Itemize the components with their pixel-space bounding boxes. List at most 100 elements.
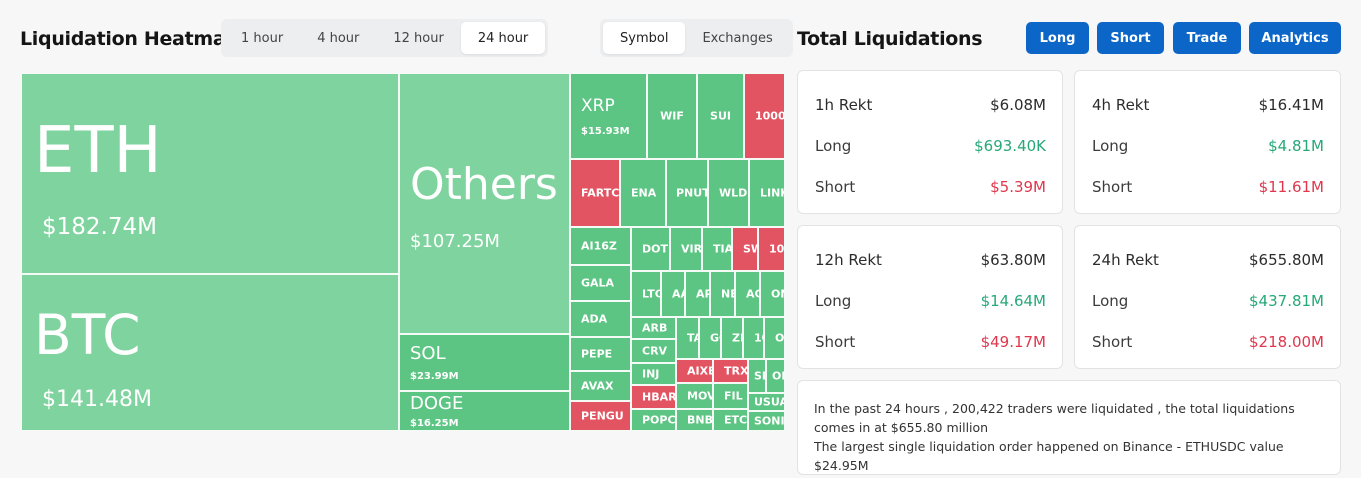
tab-4-hour[interactable]: 4 hour: [317, 30, 360, 46]
heatmap-cell-symbol: AA: [672, 287, 684, 301]
heatmap-cell[interactable]: SW: [732, 227, 758, 271]
heatmap-cell-symbol: ETC: [724, 413, 748, 427]
heatmap-cell[interactable]: SOL $23.99M: [399, 334, 570, 391]
rekt-long-value: $4.81M: [1268, 137, 1324, 155]
tab-1-hour[interactable]: 1 hour: [241, 30, 284, 46]
heatmap-cell-symbol: ON: [771, 287, 784, 301]
heatmap-cell[interactable]: WLD: [708, 159, 749, 227]
heatmap-cell[interactable]: OI: [766, 359, 785, 393]
heatmap-cell[interactable]: LTC: [631, 271, 661, 317]
heatmap-cell[interactable]: FIL: [713, 383, 748, 409]
heatmap-cell[interactable]: AIXB: [676, 359, 713, 383]
heatmap-cell[interactable]: Others $107.25M: [399, 73, 570, 334]
heatmap-cell[interactable]: GALA: [570, 265, 631, 301]
heatmap-cell-symbol: SI: [754, 369, 766, 383]
heatmap-cell[interactable]: OI: [764, 317, 785, 359]
heatmap-title: Liquidation Heatmap: [20, 28, 239, 50]
rekt-card-12h: 12h Rekt $63.80M Long $14.64M Short $49.17M: [797, 225, 1063, 369]
heatmap-cell[interactable]: ETC: [713, 409, 748, 431]
heatmap-cell[interactable]: MOV: [676, 383, 713, 409]
trade-button[interactable]: Trade: [1173, 22, 1241, 54]
heatmap-cell[interactable]: AVAX: [570, 371, 631, 401]
heatmap-cell-symbol: ETH: [34, 114, 162, 188]
rekt-card-label: 12h Rekt: [815, 251, 882, 269]
heatmap-cell[interactable]: NE: [710, 271, 735, 317]
analytics-button[interactable]: Analytics: [1249, 22, 1341, 54]
heatmap-cell[interactable]: SUI: [697, 73, 744, 159]
heatmap-cell[interactable]: ARB: [631, 317, 676, 339]
heatmap-cell[interactable]: HBAR: [631, 385, 676, 409]
heatmap-cell[interactable]: CRV: [631, 339, 676, 363]
heatmap-cell[interactable]: ZE: [721, 317, 743, 359]
heatmap-cell[interactable]: POPCA: [631, 409, 676, 431]
heatmap-cell[interactable]: USUA: [748, 393, 785, 411]
heatmap-cell[interactable]: BTC $141.48M: [21, 274, 399, 431]
tab-exchanges[interactable]: Exchanges: [702, 30, 773, 46]
heatmap-cell[interactable]: 10: [743, 317, 764, 359]
heatmap-cell[interactable]: TIA: [702, 227, 732, 271]
heatmap-cell[interactable]: SONI: [748, 411, 785, 431]
heatmap-cell[interactable]: SI: [748, 359, 766, 393]
heatmap-cell-symbol: FARTCO: [581, 186, 620, 200]
heatmap-cell[interactable]: PEPE: [570, 337, 631, 371]
heatmap-cell-symbol: Others: [410, 159, 558, 210]
heatmap-cell-symbol: PEPE: [581, 347, 613, 361]
heatmap-cell[interactable]: 10: [758, 227, 785, 271]
heatmap-cell[interactable]: AC: [735, 271, 760, 317]
heatmap-cell[interactable]: AI16Z: [570, 227, 631, 265]
heatmap-cell-symbol: WIF: [660, 109, 684, 123]
heatmap-cell[interactable]: WIF: [647, 73, 697, 159]
heatmap-cell-symbol: MOV: [687, 389, 713, 403]
heatmap-cell-symbol: ZE: [732, 331, 742, 345]
heatmap-cell[interactable]: PNUT: [666, 159, 708, 227]
heatmap-cell-symbol: ADA: [581, 312, 608, 326]
heatmap-cell[interactable]: ON: [760, 271, 785, 317]
heatmap-cell-symbol: WLD: [719, 186, 748, 200]
total-liquidations-title: Total Liquidations: [797, 28, 983, 50]
heatmap-cell-symbol: DOT: [642, 242, 668, 256]
heatmap-cell[interactable]: PENGU: [570, 401, 631, 431]
heatmap-cell-symbol: BTC: [34, 303, 141, 367]
heatmap-cell-symbol: PENGU: [581, 409, 624, 423]
liquidation-summary: In the past 24 hours , 200,422 traders w…: [797, 380, 1341, 475]
heatmap-cell[interactable]: TA: [676, 317, 699, 359]
heatmap-cell-symbol: GALA: [581, 276, 615, 290]
heatmap-cell-symbol: OI: [772, 369, 785, 383]
heatmap-cell[interactable]: ETH $182.74M: [21, 73, 399, 274]
rekt-card-label: 4h Rekt: [1092, 96, 1150, 114]
heatmap-cell-value: $182.74M: [42, 214, 157, 240]
rekt-card-4h: 4h Rekt $16.41M Long $4.81M Short $11.61M: [1074, 70, 1341, 214]
tab-24-hour[interactable]: 24 hour: [460, 22, 546, 54]
short-button[interactable]: Short: [1097, 22, 1164, 54]
heatmap-cell[interactable]: GO: [699, 317, 721, 359]
heatmap-cell[interactable]: INJ: [631, 363, 676, 385]
heatmap-cell[interactable]: ENA: [620, 159, 666, 227]
heatmap-cell[interactable]: LINK: [749, 159, 785, 227]
heatmap-cell-symbol: ENA: [631, 186, 657, 200]
view-selector: Symbol Exchanges: [600, 19, 793, 57]
long-button[interactable]: Long: [1026, 22, 1089, 54]
heatmap-cell[interactable]: XRP $15.93M: [570, 73, 647, 159]
tab-symbol[interactable]: Symbol: [603, 22, 686, 54]
heatmap-cell[interactable]: AP: [685, 271, 710, 317]
heatmap-cell[interactable]: DOGE $16.25M: [399, 391, 570, 431]
summary-line-1: In the past 24 hours , 200,422 traders w…: [814, 401, 1295, 435]
tab-12-hour[interactable]: 12 hour: [393, 30, 444, 46]
heatmap-cell[interactable]: ADA: [570, 301, 631, 337]
rekt-short-label: Short: [1092, 333, 1133, 351]
heatmap-cell-symbol: 10: [754, 331, 763, 345]
heatmap-cell-symbol: TIA: [713, 242, 732, 256]
heatmap-cell-symbol: FIL: [724, 389, 743, 403]
heatmap-cell[interactable]: AA: [661, 271, 685, 317]
heatmap-cell[interactable]: FARTCO: [570, 159, 620, 227]
heatmap-cell[interactable]: BNB: [676, 409, 713, 431]
rekt-long-label: Long: [815, 137, 852, 155]
rekt-card-total: $16.41M: [1258, 96, 1324, 114]
rekt-card-label: 24h Rekt: [1092, 251, 1159, 269]
heatmap-cell[interactable]: TRX: [713, 359, 748, 383]
heatmap-cell[interactable]: DOT: [631, 227, 670, 271]
rekt-long-value: $437.81M: [1249, 292, 1324, 310]
heatmap-cell-symbol: AVAX: [581, 379, 614, 393]
